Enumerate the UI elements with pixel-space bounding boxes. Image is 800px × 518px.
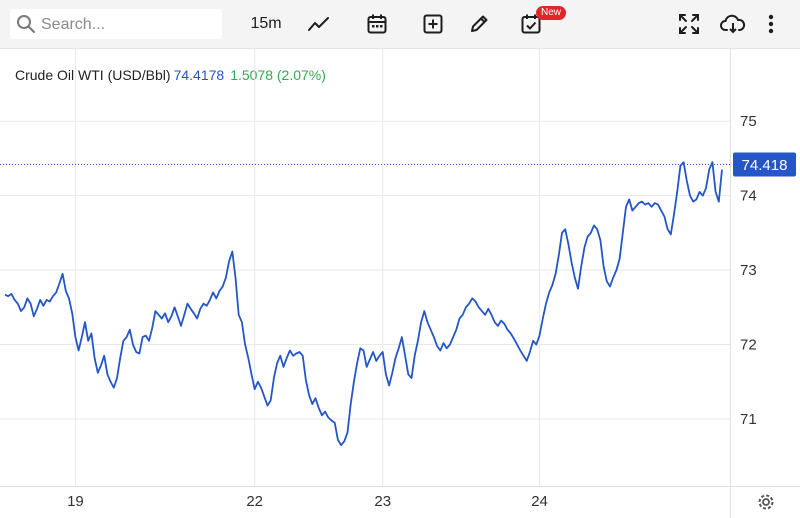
search-input[interactable] [39, 12, 221, 38]
search-box[interactable] [10, 9, 222, 39]
price-line-series [4, 161, 723, 447]
y-tick-label: 72 [740, 337, 757, 354]
line-chart-icon[interactable] [304, 10, 334, 38]
events-calendar-icon[interactable] [516, 10, 546, 38]
calendar-icon[interactable] [362, 10, 392, 38]
price-chart[interactable]: 71 72 73 74 75 19 22 23 24 74.418 [0, 48, 800, 518]
chart-toolbar: 15m New [0, 0, 800, 49]
draw-pencil-icon[interactable] [464, 10, 494, 38]
last-price-label: 74.418 [742, 157, 788, 174]
chart-legend: Crude Oil WTI (USD/Bbl) 74.4178 1.5078 (2.… [15, 67, 326, 83]
x-tick-label: 19 [67, 493, 84, 510]
legend-change: 1.5078 (2.07%) [230, 67, 326, 83]
y-tick-label: 71 [740, 411, 757, 428]
search-icon [16, 14, 36, 39]
symbol-name: Crude Oil WTI (USD/Bbl) [15, 67, 171, 83]
gear-icon[interactable] [756, 492, 776, 517]
legend-price: 74.4178 [173, 67, 225, 83]
x-tick-label: 22 [246, 493, 263, 510]
x-tick-label: 23 [374, 493, 391, 510]
new-badge: New [536, 6, 567, 20]
last-price-box [733, 152, 796, 177]
x-tick-label: 24 [531, 493, 548, 510]
fullscreen-icon[interactable] [674, 10, 704, 38]
y-tick-label: 73 [740, 262, 757, 279]
interval-button[interactable]: 15m [250, 15, 282, 32]
more-vertical-icon[interactable] [758, 10, 784, 38]
y-tick-label: 74 [740, 188, 757, 205]
cloud-download-icon[interactable] [718, 10, 748, 38]
add-indicator-icon[interactable] [418, 10, 448, 38]
y-tick-label: 75 [740, 113, 757, 130]
